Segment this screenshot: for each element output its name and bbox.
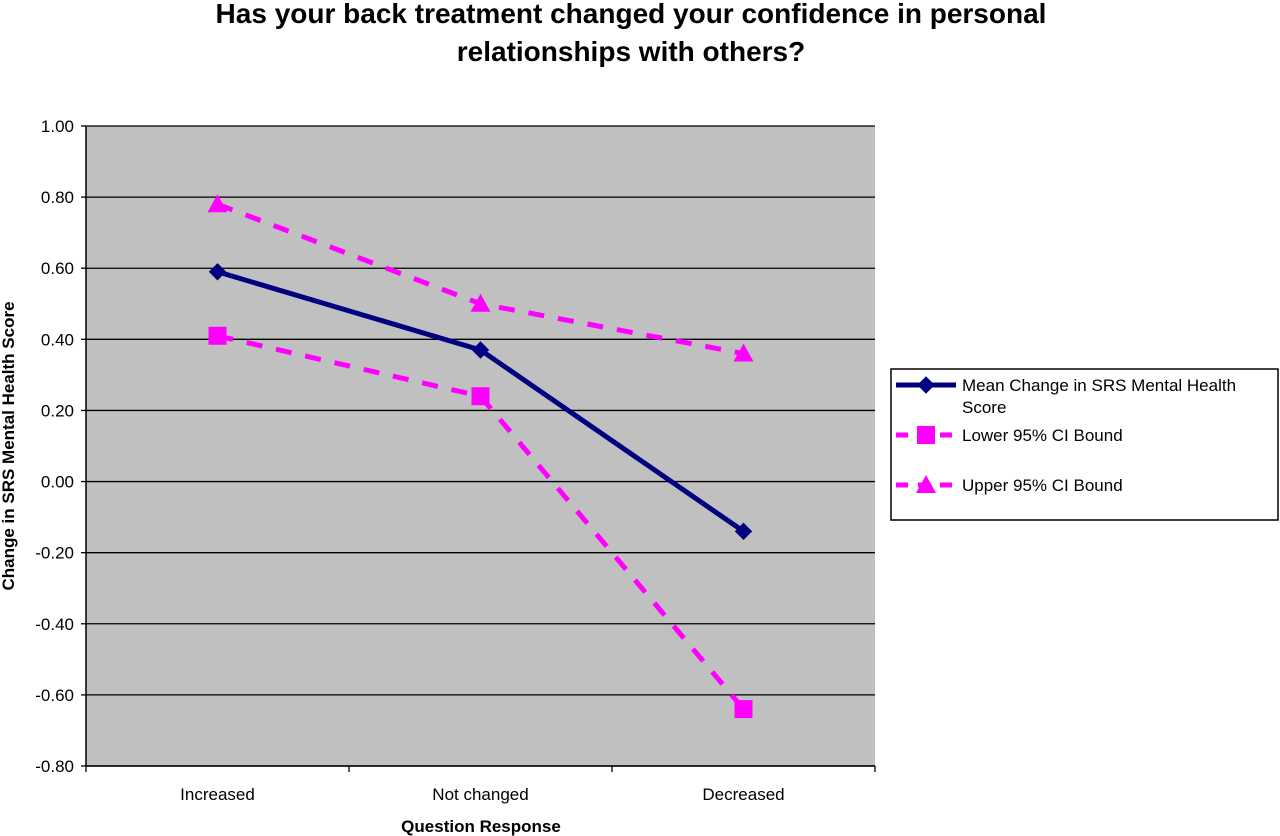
- data-point: [734, 700, 753, 719]
- axes: 1.00 0.80 0.60 0.40 0.20 0.00 -0.20 -0.40 -0.60 -…: [35, 117, 876, 804]
- legend-label: Mean Change in SRS Mental Health: [962, 376, 1236, 395]
- legend-marker: [916, 475, 936, 493]
- data-point: [208, 263, 227, 281]
- data-point: [208, 326, 227, 345]
- data-point: [207, 194, 228, 213]
- x-axis-title: Question Response: [401, 817, 561, 836]
- y-tick-label: 0.60: [41, 259, 74, 278]
- legend-marker: [917, 426, 935, 444]
- y-tick-label: 0.40: [41, 330, 74, 349]
- legend-marker: [917, 376, 935, 394]
- legend-label: Lower 95% CI Bound: [962, 426, 1123, 445]
- y-tick-label: -0.20: [35, 544, 74, 563]
- y-tick-label: 0.00: [41, 473, 74, 492]
- series-line: [216, 333, 746, 711]
- y-tick-label: 0.80: [41, 188, 74, 207]
- data-point: [471, 341, 490, 359]
- legend: Mean Change in SRS Mental Health Score Low…: [890, 368, 1279, 521]
- x-tick-label: Decreased: [702, 785, 784, 804]
- x-tick-label: Increased: [180, 785, 255, 804]
- data-point: [733, 343, 754, 362]
- legend-label: Score: [962, 398, 1006, 417]
- series-markers: [207, 194, 754, 719]
- y-tick-label: -0.40: [35, 615, 74, 634]
- y-tick-label: 0.20: [41, 401, 74, 420]
- y-tick-label: -0.80: [35, 757, 74, 776]
- y-tick-label: -0.60: [35, 686, 74, 705]
- y-tick-label: 1.00: [41, 117, 74, 136]
- plot-area: [86, 126, 875, 766]
- legend-box: [890, 368, 1279, 521]
- legend-label: Upper 95% CI Bound: [962, 476, 1123, 495]
- y-axis-title: Change in SRS Mental Health Score: [0, 301, 18, 590]
- data-point: [471, 387, 490, 406]
- data-point: [734, 522, 753, 541]
- data-point: [470, 293, 491, 312]
- chart-title-line-1: Has your back treatment changed your con…: [216, 0, 1047, 29]
- chart-title-line-2: relationships with others?: [457, 36, 805, 67]
- x-tick-label: Not changed: [432, 785, 528, 804]
